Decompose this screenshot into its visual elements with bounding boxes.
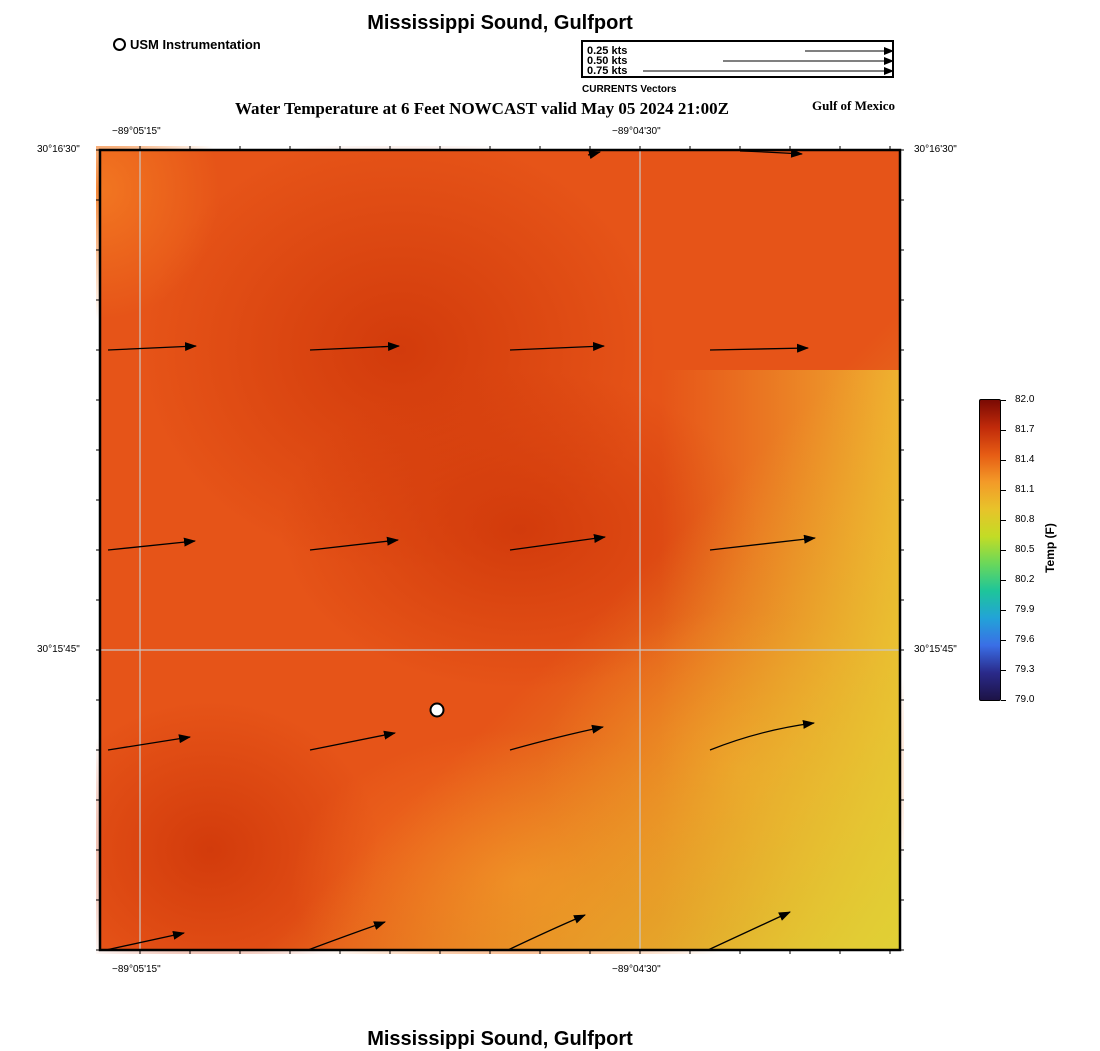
vector-legend: 0.25 kts 0.50 kts 0.75 kts — [581, 40, 894, 78]
colorbar-title: Temp (F) — [1043, 523, 1057, 573]
colorbar — [979, 399, 1001, 701]
colorbar-tick-mark — [1001, 400, 1006, 401]
map-subtitle: Water Temperature at 6 Feet NOWCAST vali… — [235, 99, 729, 118]
colorbar-title-wrap: Temp (F) — [1040, 515, 1060, 585]
colorbar-tick-mark — [1001, 640, 1006, 641]
colorbar-tick-label: 80.8 — [1015, 514, 1035, 525]
colorbar-tick-label: 81.4 — [1015, 454, 1035, 465]
colorbar-tick-label: 80.2 — [1015, 574, 1035, 585]
colorbar-tick-mark — [1001, 670, 1006, 671]
colorbar-tick-mark — [1001, 490, 1006, 491]
colorbar-tick-mark — [1001, 460, 1006, 461]
colorbar-tick-mark — [1001, 610, 1006, 611]
current-vector — [709, 719, 815, 751]
colorbar-tick-label: 82.0 — [1015, 394, 1035, 405]
bottom-lon-label-2: −89°04'30" — [612, 964, 661, 975]
colorbar-tick-mark — [1001, 550, 1006, 551]
current-vector — [509, 534, 606, 551]
legend-arrows — [643, 47, 894, 75]
region-label: Gulf of Mexico — [812, 98, 896, 113]
colorbar-tick-mark — [1001, 580, 1006, 581]
current-vector — [709, 534, 816, 551]
colorbar-tick-label: 81.1 — [1015, 484, 1035, 495]
legend-entry-075: 0.75 kts — [587, 65, 628, 77]
colorbar-tick-mark — [1001, 520, 1006, 521]
current-vectors — [105, 148, 816, 951]
temperature-map[interactable] — [96, 146, 904, 954]
colorbar-tick-label: 81.7 — [1015, 424, 1035, 435]
current-vector — [105, 930, 185, 951]
station-legend-label: USM Instrumentation — [130, 37, 261, 52]
colorbar-tick-mark — [1001, 430, 1006, 431]
station-marker-icon — [113, 38, 126, 51]
current-vector — [509, 724, 604, 751]
legend-entry-025: 0.25 kts — [587, 45, 628, 57]
bottom-lon-label-1: −89°05'15" — [112, 964, 161, 975]
left-lat-label-2: 30°15'45" — [37, 644, 80, 655]
vector-legend-title: CURRENTS Vectors — [582, 84, 677, 95]
map-title: Mississippi Sound, Gulfport — [367, 12, 633, 34]
current-vector — [309, 730, 396, 751]
current-vector — [509, 341, 605, 351]
current-vector — [107, 734, 191, 751]
current-vector — [507, 914, 586, 951]
current-vector — [309, 341, 400, 351]
current-vector — [587, 150, 601, 160]
southeast-corner — [100, 150, 900, 950]
current-vector — [107, 537, 196, 551]
colorbar-tick-label: 79.0 — [1015, 694, 1035, 705]
current-vector — [707, 911, 791, 951]
colorbar-tick-label: 79.9 — [1015, 604, 1035, 615]
footer-title: Mississippi Sound, Gulfport — [367, 1028, 633, 1050]
right-lat-label-2: 30°15'45" — [914, 644, 957, 655]
top-lon-label-2: −89°04'30" — [612, 126, 661, 137]
top-lon-label-1: −89°05'15" — [112, 126, 161, 137]
colorbar-tick-label: 79.3 — [1015, 664, 1035, 675]
current-vector — [107, 342, 197, 351]
right-lat-label-1: 30°16'30" — [914, 144, 957, 155]
left-lat-label-1: 30°16'30" — [37, 144, 80, 155]
colorbar-tick-label: 79.6 — [1015, 634, 1035, 645]
usm-station-marker — [429, 702, 445, 718]
colorbar-tick-label: 80.5 — [1015, 544, 1035, 555]
colorbar-tick-mark — [1001, 700, 1006, 701]
current-vector — [307, 921, 386, 951]
current-vector — [309, 536, 399, 551]
legend-entry-050: 0.50 kts — [587, 55, 628, 67]
axis-ticks — [96, 146, 904, 954]
current-vector — [709, 343, 809, 353]
